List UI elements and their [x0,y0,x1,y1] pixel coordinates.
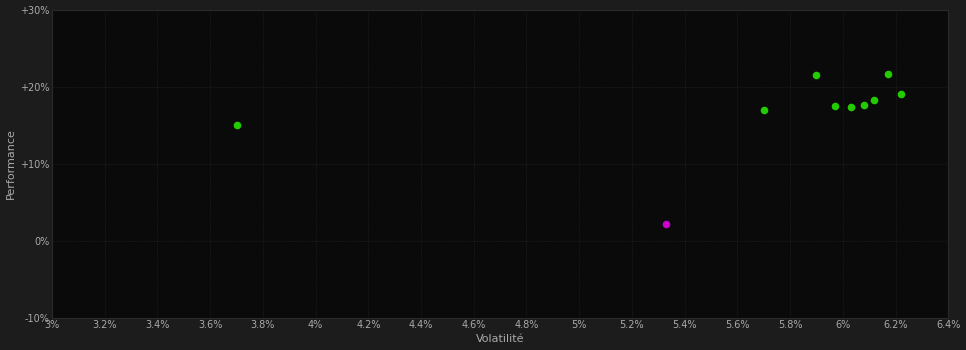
Point [756,107,772,112]
X-axis label: Volatilité: Volatilité [476,335,525,344]
Point [229,122,244,128]
Point [843,105,859,110]
Point [894,91,909,97]
Y-axis label: Performance: Performance [6,128,15,199]
Point [880,71,895,77]
Point [659,221,674,226]
Point [867,98,882,103]
Point [856,102,871,108]
Point [827,103,842,108]
Point [809,72,824,78]
